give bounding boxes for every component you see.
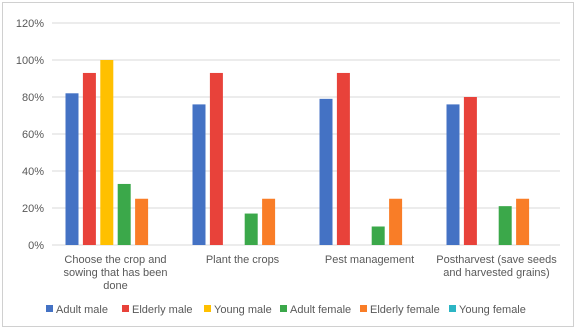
x-category-label-line: Postharvest (save seeds: [436, 254, 557, 266]
y-tick-label: 60%: [22, 129, 44, 141]
legend-label: Young male: [214, 304, 272, 316]
x-category-label-line: done: [103, 280, 127, 292]
y-tick-label: 80%: [22, 92, 44, 104]
legend-swatch: [449, 305, 456, 312]
x-category-label-line: Plant the crops: [206, 254, 280, 266]
x-category-label-line: sowing that has been: [64, 267, 168, 279]
y-tick-label: 20%: [22, 203, 44, 215]
bar: [65, 93, 79, 245]
y-tick-label: 120%: [16, 18, 44, 30]
bar: [117, 183, 131, 245]
legend-swatch: [280, 305, 287, 312]
bar: [319, 98, 333, 245]
bar: [516, 198, 530, 245]
legend-label: Elderly male: [132, 304, 193, 316]
legend-label: Young female: [459, 304, 526, 316]
bar: [192, 104, 206, 246]
bar: [135, 198, 149, 245]
bar: [389, 198, 403, 245]
y-tick-label: 100%: [16, 55, 44, 67]
bar: [209, 72, 223, 245]
chart-frame: [2, 2, 574, 327]
x-category-label-line: Pest management: [325, 254, 414, 266]
bar: [262, 198, 276, 245]
y-tick-label: 0%: [28, 240, 44, 252]
x-category-label: Postharvest (save seeds and harvested gra…: [436, 254, 557, 279]
bar: [336, 72, 350, 245]
legend-label: Elderly female: [370, 304, 440, 316]
legend-swatch: [360, 305, 367, 312]
y-tick-label: 40%: [22, 166, 44, 178]
bar: [463, 97, 477, 245]
legend-label: Adult female: [290, 304, 351, 316]
bar: [100, 60, 114, 245]
bar: [244, 213, 258, 245]
x-category-label: Choose the crop and sowing that has been d…: [64, 254, 168, 292]
legend-label: Adult male: [56, 304, 108, 316]
bar: [371, 226, 385, 245]
legend-swatch: [204, 305, 211, 312]
bar: [446, 104, 460, 246]
x-category-label-line: and harvested grains): [443, 267, 549, 279]
legend-swatch: [122, 305, 129, 312]
x-category-label: Pest management: [325, 254, 414, 266]
x-category-label: Plant the crops: [206, 254, 280, 266]
x-category-label-line: Choose the crop and: [64, 254, 166, 266]
legend-swatch: [46, 305, 53, 312]
bar: [82, 72, 96, 245]
bar: [498, 206, 512, 245]
